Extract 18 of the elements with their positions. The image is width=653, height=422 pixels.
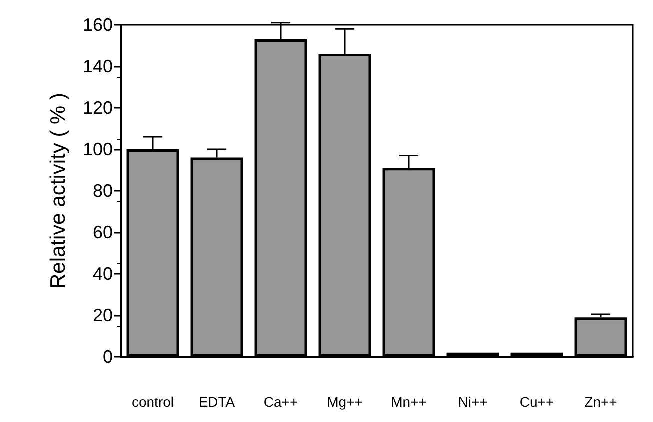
x-tick-label: Cu++ xyxy=(520,394,554,410)
x-tick-label: Ca++ xyxy=(264,394,298,410)
y-tick-label: 120 xyxy=(82,98,113,118)
x-tick-label: Mn++ xyxy=(391,394,427,410)
x-tick-label: Mg++ xyxy=(327,394,363,410)
x-tick-label: Zn++ xyxy=(584,394,618,410)
y-tick-label: 140 xyxy=(82,56,113,76)
y-axis-title: Relative activity ( % ) xyxy=(47,92,70,290)
y-tick-label: 160 xyxy=(82,15,113,35)
y-tick-label: 0 xyxy=(102,347,113,367)
x-tick-label: Ni++ xyxy=(458,394,488,410)
x-tick-label: EDTA xyxy=(198,394,236,410)
y-tick-label: 80 xyxy=(92,181,113,201)
y-tick-label: 60 xyxy=(92,222,113,242)
x-tick-label: control xyxy=(132,394,174,410)
y-tick-label: 100 xyxy=(82,140,113,160)
y-tick-label: 40 xyxy=(92,264,113,284)
y-tick-label: 20 xyxy=(92,306,113,326)
